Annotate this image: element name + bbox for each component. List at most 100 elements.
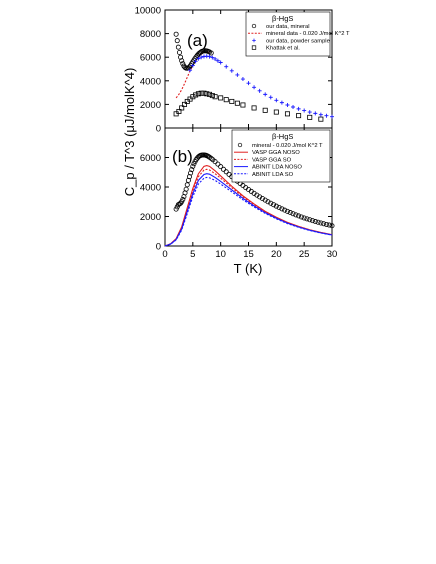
panel-a-data-point [176, 108, 182, 114]
panel-a-data-point [210, 55, 215, 60]
panel-a-data-point [212, 94, 218, 100]
panel-b-data-point [296, 213, 302, 219]
panel-b-y-tick-label: 2000 [140, 212, 161, 223]
panel-a-data-point [173, 31, 179, 37]
panel-a-data-point [224, 64, 229, 69]
panel-b-data-point [287, 210, 293, 216]
panel-a-data-point [180, 61, 186, 67]
panel-b-data-point [279, 206, 285, 212]
panel-b-series-line [164, 173, 333, 247]
panel-a-data [173, 31, 334, 122]
panel-a-data-point [209, 93, 215, 99]
panel-b-data-point [323, 221, 329, 227]
panel-b-data-point [326, 222, 332, 228]
panel-b-legend-label: mineral - 0.020 J/mol K^2 T [252, 143, 323, 149]
panel-a-data-point [296, 113, 302, 119]
panel-b-data-point [178, 200, 184, 206]
panel-a-legend-label: our data, mineral [266, 24, 310, 30]
panel-a-data-point [235, 72, 240, 77]
panel-a-data-point [302, 108, 307, 113]
panel-a-data-point [193, 59, 198, 64]
panel-a-data-point [174, 38, 180, 44]
panel-a-data-point [207, 54, 212, 59]
panel-a-data-point [207, 91, 213, 97]
panel-b-data-point [282, 207, 288, 213]
panel-b-legend-label: VASP GGA NOSO [252, 150, 300, 156]
panel-b-data-point [268, 200, 274, 206]
panel-b-data-point [188, 170, 194, 176]
panel-a-data-point [240, 77, 245, 82]
panel-b-x-tick-label: 5 [190, 249, 195, 260]
panel-b-x-tick-label: 10 [215, 249, 226, 260]
panel-b-data-point [318, 220, 324, 226]
panel-a-data-point [199, 55, 204, 60]
panel-a-data-point [263, 92, 268, 97]
panel-b-legend-title: β-HgS [272, 132, 293, 141]
panel-b-data-point [265, 199, 271, 205]
panel-a-data-point [318, 112, 323, 117]
panel-a-data-point [274, 98, 279, 103]
panel-a-data-point [291, 104, 296, 109]
panel-b-legend-label: ABINIT LDA SO [252, 172, 294, 178]
panel-a-data-point [252, 85, 257, 90]
panel-a-legend-marker [251, 23, 257, 29]
panel-a-data-point [246, 81, 251, 86]
panel-b-data-point [220, 166, 226, 172]
panel-b-y-tick-label: 6000 [140, 153, 161, 164]
panel-b-data-point [180, 197, 186, 203]
panel-b-data-point [310, 218, 316, 224]
panel-a-data-point [179, 105, 185, 111]
panel-b-y-tick-label: 0 [156, 242, 161, 253]
panel-b-data [164, 152, 335, 247]
panel-a-data-point [279, 100, 284, 105]
panel-a-data-point [234, 100, 240, 106]
panel-b-data-point [315, 219, 321, 225]
panel-a-legend-label: Khattak et al. [266, 46, 300, 52]
panel-a-data-point [215, 58, 220, 63]
panel-b-data-point [290, 211, 296, 217]
panel-a-legend-marker [251, 45, 257, 50]
panel-a-data-point [307, 114, 313, 120]
panel-a-data-point [195, 91, 201, 97]
panel-b-legend-marker [237, 142, 243, 148]
panel-a-data-point [229, 68, 234, 73]
panel-b-y-tick-label: 4000 [140, 183, 161, 194]
panel-b-data-point [307, 217, 313, 223]
panel-a-data-point [218, 95, 224, 101]
panel-a: 0 2000 4000 6000 8000 10000 (a) β-HgS our dat… [135, 6, 350, 135]
panel-b-data-point [273, 203, 279, 209]
panel-a-data-point [284, 111, 290, 117]
panel-a-data-point [273, 109, 279, 115]
panel-a-data-point [175, 44, 181, 50]
x-axis-label: T (K) [234, 261, 263, 276]
panel-a-data-point [296, 106, 301, 111]
panel-b-x-tick-label: 15 [243, 249, 254, 260]
panel-a-data-point [324, 113, 329, 118]
panel-a-data-point [213, 56, 218, 61]
panel-b-x-tick-label: 20 [271, 249, 282, 260]
panel-a-y-tick-label: 2000 [140, 100, 161, 111]
panel-b-legend-label: VASP GGA SO [252, 157, 292, 163]
panel-a-data-point [190, 63, 195, 68]
panel-a-y-tick-label: 6000 [140, 53, 161, 64]
panel-a-data-point [229, 98, 235, 104]
panel-a-y-tick-label: 10000 [135, 6, 161, 17]
panel-a-data-point [262, 107, 268, 113]
panel-b-x-tick-label: 25 [299, 249, 310, 260]
panel-b-data-point [218, 164, 224, 170]
panel-a-legend-box [245, 11, 331, 57]
panel-b-data-point [226, 171, 232, 177]
panel-b-data-point [271, 202, 277, 208]
panel-a-data-point [204, 91, 210, 97]
panel-a-data-point [318, 116, 324, 122]
panel-a-data-point [251, 105, 257, 111]
panel-b-legend-box [231, 129, 331, 183]
panel-a-legend-label: our data, powder sample [266, 38, 330, 44]
panel-a-data-point [257, 88, 262, 93]
panel-b-data-point [184, 182, 190, 188]
